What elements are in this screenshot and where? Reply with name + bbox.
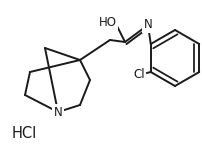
Text: HCl: HCl — [12, 125, 37, 141]
Text: N: N — [143, 18, 152, 31]
Text: Cl: Cl — [132, 67, 144, 80]
Text: N: N — [53, 105, 62, 118]
Text: HO: HO — [99, 15, 116, 28]
